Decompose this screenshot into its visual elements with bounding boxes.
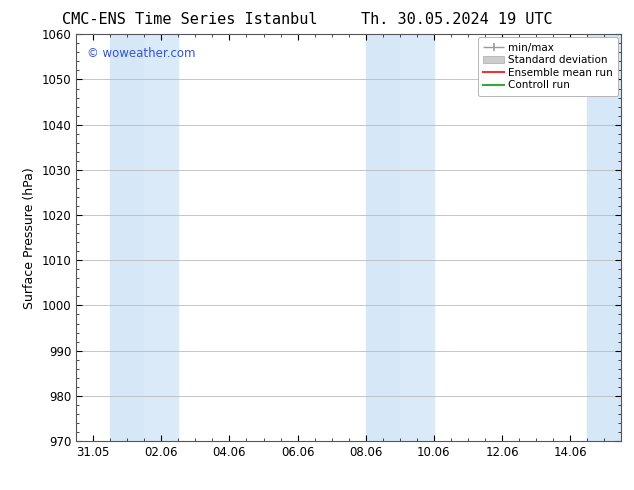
Bar — [400, 34, 434, 441]
Bar — [144, 34, 178, 441]
Legend: min/max, Standard deviation, Ensemble mean run, Controll run: min/max, Standard deviation, Ensemble me… — [478, 37, 618, 96]
Bar — [587, 34, 621, 441]
Text: Th. 30.05.2024 19 UTC: Th. 30.05.2024 19 UTC — [361, 12, 552, 27]
Bar — [110, 34, 144, 441]
Text: CMC-ENS Time Series Istanbul: CMC-ENS Time Series Istanbul — [63, 12, 318, 27]
Bar — [366, 34, 400, 441]
Y-axis label: Surface Pressure (hPa): Surface Pressure (hPa) — [23, 167, 36, 309]
Text: © woweather.com: © woweather.com — [87, 47, 195, 59]
